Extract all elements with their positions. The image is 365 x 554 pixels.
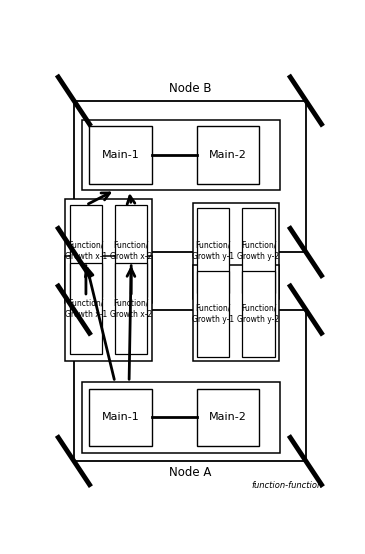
Text: Function/
Growth y-2: Function/ Growth y-2: [237, 240, 280, 261]
Bar: [115, 205, 147, 297]
Bar: [74, 101, 306, 252]
Text: Function/
Growth y-2: Function/ Growth y-2: [237, 304, 280, 324]
Text: Function/
Growth x-1: Function/ Growth x-1: [65, 241, 107, 261]
Text: Node B: Node B: [169, 83, 211, 95]
Bar: [193, 265, 279, 361]
Text: Main-1: Main-1: [102, 150, 139, 160]
Bar: [197, 271, 230, 357]
Bar: [193, 203, 279, 299]
Bar: [65, 199, 152, 303]
Bar: [74, 310, 306, 461]
Text: function-function: function-function: [251, 481, 323, 490]
Text: Main-1: Main-1: [102, 412, 139, 422]
Bar: [70, 205, 102, 297]
Bar: [242, 208, 275, 294]
Text: Main-2: Main-2: [209, 412, 247, 422]
Text: Function/
Growth x-2: Function/ Growth x-2: [110, 299, 152, 319]
Text: Function/
Growth x-1: Function/ Growth x-1: [65, 299, 107, 319]
Text: Function/
Growth y-1: Function/ Growth y-1: [192, 240, 234, 261]
Bar: [82, 120, 280, 190]
Text: Function/
Growth x-2: Function/ Growth x-2: [110, 241, 152, 261]
Bar: [242, 271, 275, 357]
Text: Main-2: Main-2: [209, 150, 247, 160]
Bar: [197, 388, 259, 446]
Bar: [89, 388, 152, 446]
Bar: [70, 263, 102, 355]
Bar: [65, 257, 152, 361]
Bar: [197, 126, 259, 184]
Bar: [82, 382, 280, 453]
Bar: [197, 208, 230, 294]
Text: Node A: Node A: [169, 466, 211, 479]
Text: Function/
Growth y-1: Function/ Growth y-1: [192, 304, 234, 324]
Bar: [89, 126, 152, 184]
Bar: [115, 263, 147, 355]
